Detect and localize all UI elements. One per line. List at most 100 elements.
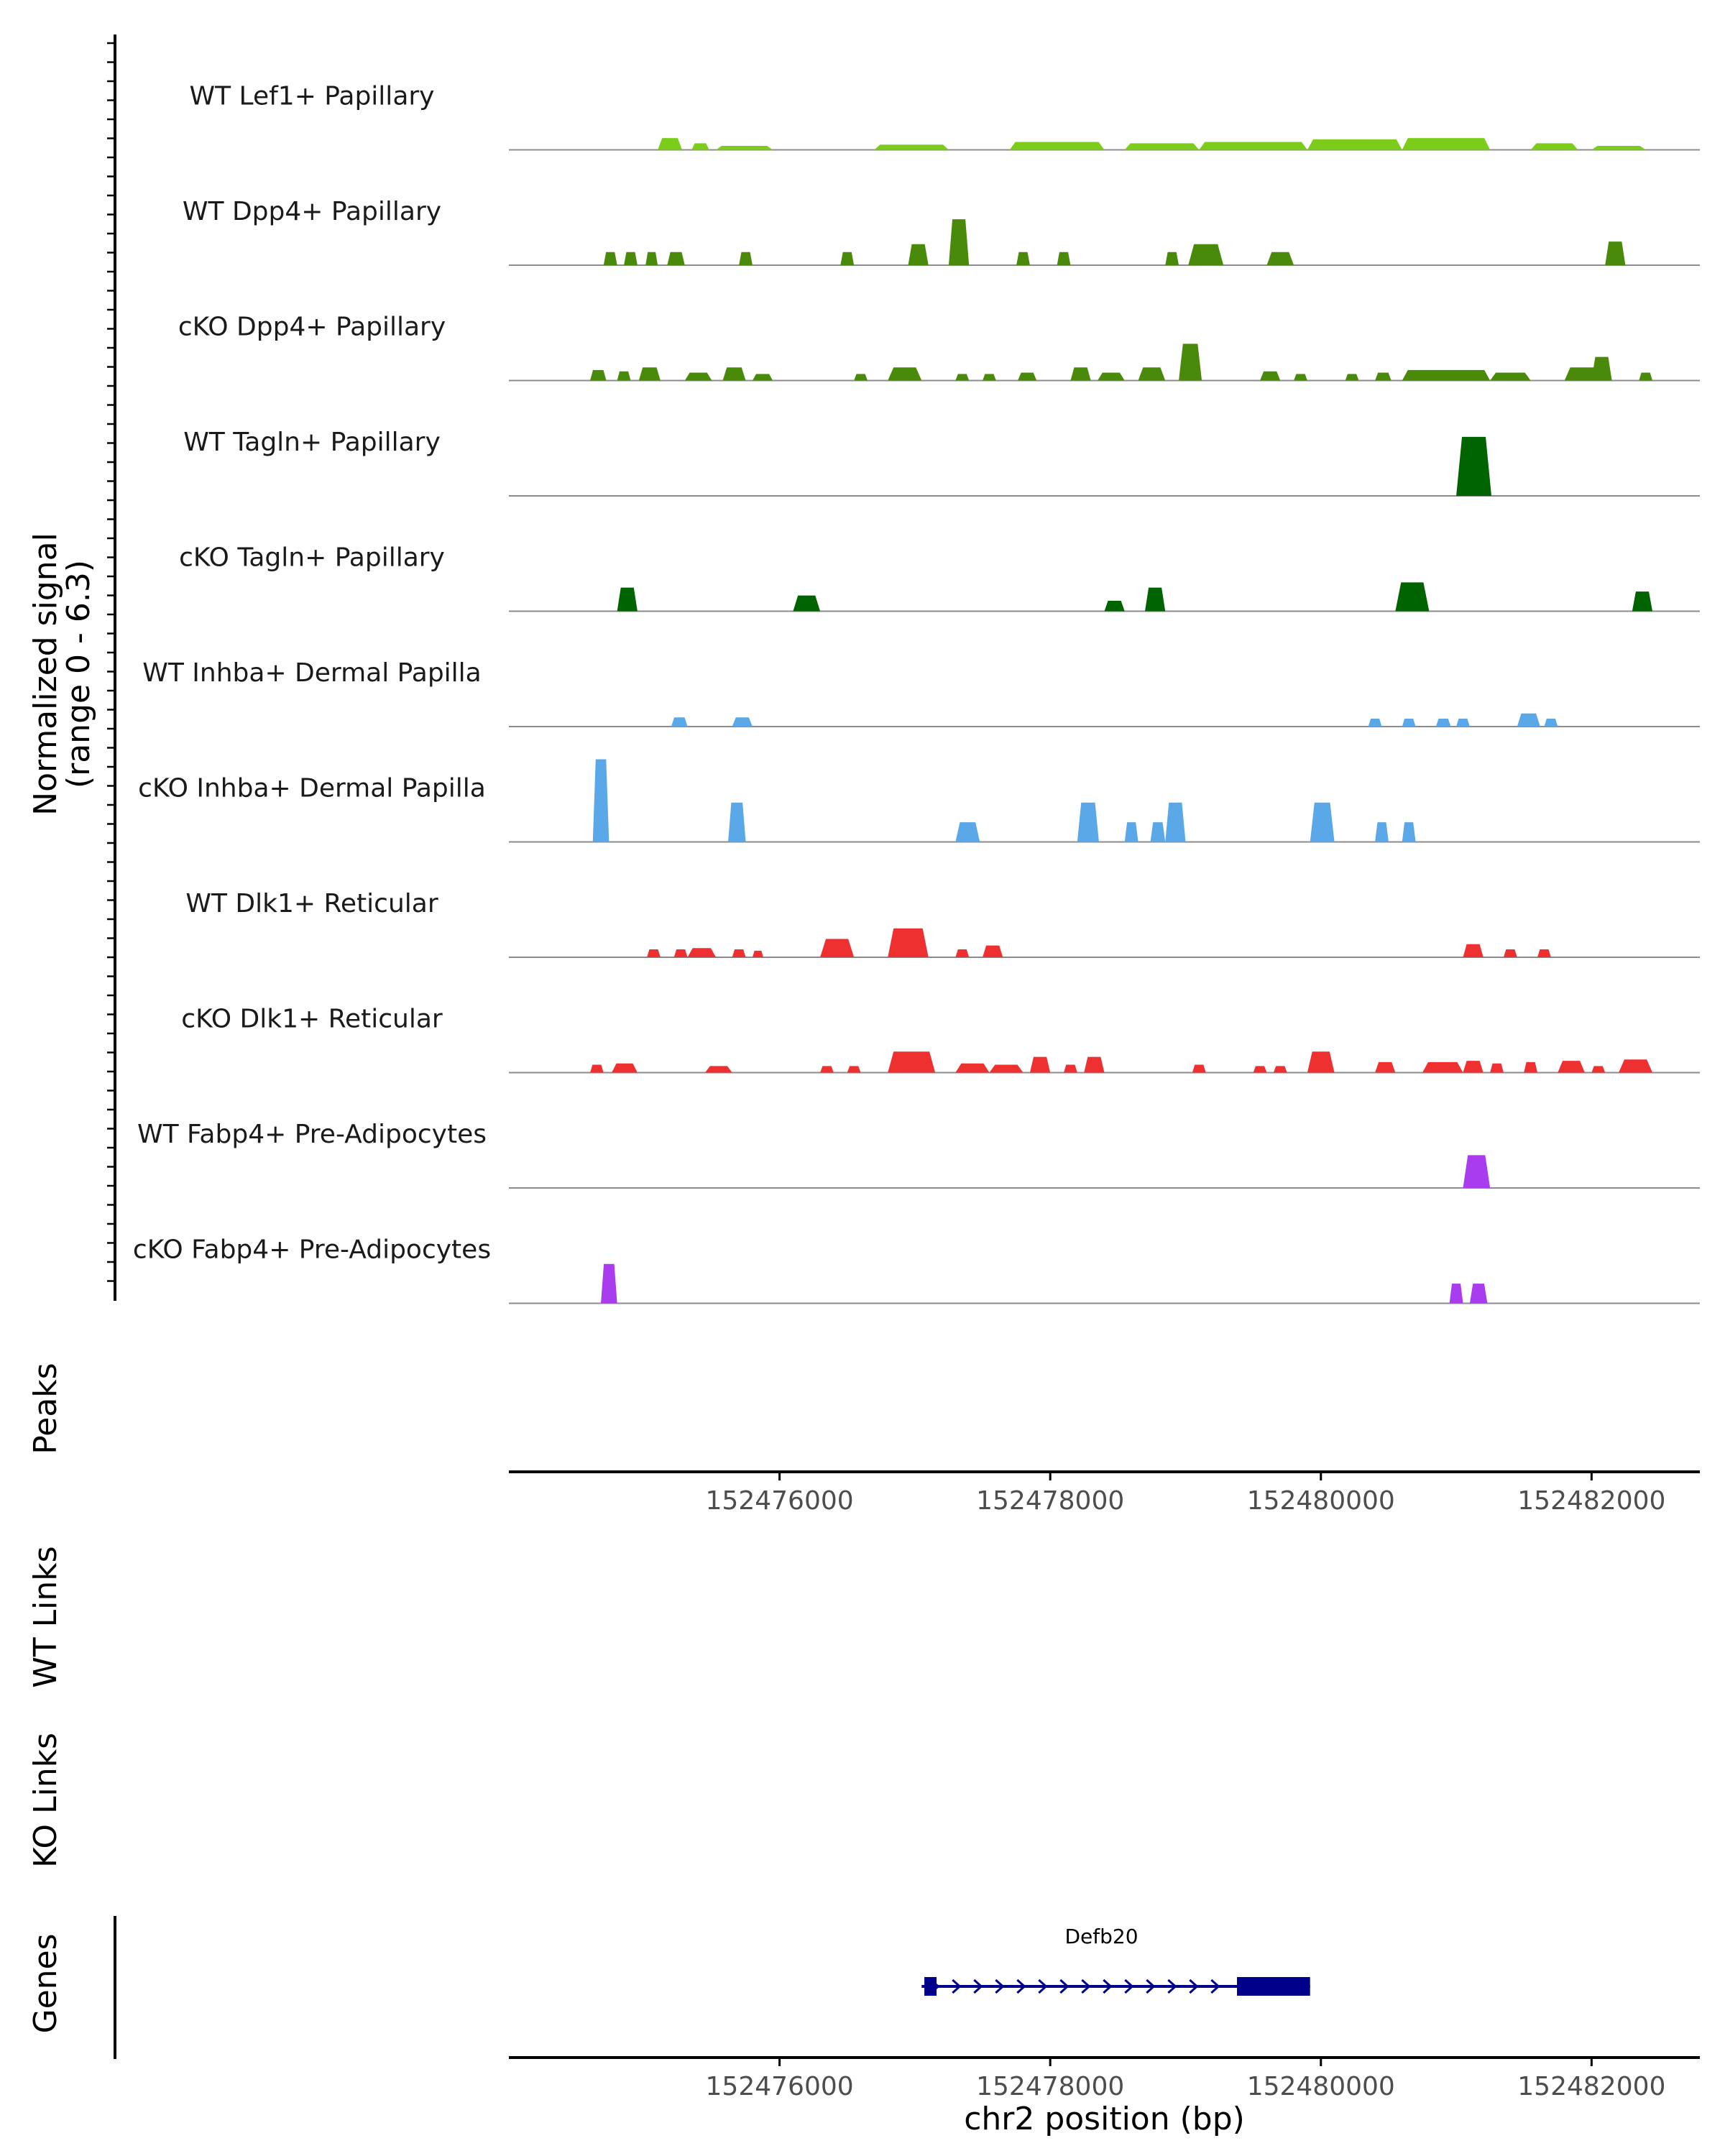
strand-arrow xyxy=(995,1978,1005,1994)
signal-peak xyxy=(1029,1056,1051,1073)
signal-peak xyxy=(1490,1063,1504,1073)
strand-arrow xyxy=(1059,1978,1070,1994)
track-5: cKO Tagln+ Papillary xyxy=(179,543,1700,612)
signal-peak xyxy=(671,717,688,727)
x-tick-label: 152476000 xyxy=(706,1486,854,1516)
strand-arrow xyxy=(1103,1978,1113,1994)
signal-peak xyxy=(687,948,717,957)
signal-peak xyxy=(1517,713,1540,727)
signal-peak xyxy=(983,945,1003,957)
signal-peak xyxy=(732,717,753,727)
signal-peak xyxy=(1619,1059,1653,1073)
track-9: cKO Dlk1+ Reticular xyxy=(181,1005,1700,1074)
signal-peak xyxy=(955,1063,990,1073)
signal-peak xyxy=(1375,1061,1396,1073)
signal-peak xyxy=(1463,1061,1484,1073)
track-label: cKO Fabp4+ Pre-Adipocytes xyxy=(133,1235,491,1265)
x-tick-label: 152476000 xyxy=(706,2072,854,2101)
signal-peak xyxy=(1463,944,1484,957)
signal-tracks: WT Lef1+ Papillary WT Dpp4+ Papillary cKO … xyxy=(133,82,1700,1304)
signal-peak xyxy=(638,367,661,381)
signal-peak xyxy=(739,252,753,265)
signal-peak xyxy=(1260,371,1281,381)
track-label: cKO Inhba+ Dermal Papilla xyxy=(138,774,486,803)
gene-name-label: Defb20 xyxy=(1064,1925,1138,1948)
signal-peak xyxy=(1294,374,1307,381)
signal-peak xyxy=(1537,949,1551,957)
signal-peak xyxy=(673,949,688,957)
signal-peak xyxy=(617,587,638,612)
track-7: cKO Inhba+ Dermal Papilla xyxy=(138,759,1700,843)
signal-peak xyxy=(1253,1066,1267,1073)
signal-peak xyxy=(1077,802,1099,842)
signal-peak xyxy=(1605,241,1626,265)
x-tick-label: 152482000 xyxy=(1517,1486,1665,1516)
signal-peak xyxy=(1375,372,1392,381)
signal-peak xyxy=(691,143,709,150)
signal-peak xyxy=(983,374,996,381)
signal-peak xyxy=(888,367,922,381)
signal-peak xyxy=(1402,719,1416,727)
signal-peak xyxy=(1422,1061,1463,1073)
signal-y-label-range: (range 0 - 6.3) xyxy=(60,560,97,788)
track-label: WT Tagln+ Papillary xyxy=(183,428,441,457)
signal-peak xyxy=(1104,600,1125,612)
signal-peak xyxy=(793,595,821,612)
strand-arrow xyxy=(1016,1978,1026,1994)
gene-exon xyxy=(924,1977,937,1996)
signal-peak xyxy=(592,759,610,842)
strand-arrow xyxy=(1124,1978,1134,1994)
signal-peak xyxy=(1017,372,1037,381)
signal-peak xyxy=(624,252,638,265)
signal-peak xyxy=(1530,143,1578,150)
signal-peak xyxy=(1057,252,1071,265)
gene-exon xyxy=(1237,1977,1310,1996)
x-tick-label: 152482000 xyxy=(1517,2072,1665,2101)
signal-peak xyxy=(589,1064,604,1073)
signal-peak xyxy=(705,1066,732,1073)
signal-peak xyxy=(1435,719,1451,727)
signal-peak xyxy=(1165,802,1186,842)
signal-peak xyxy=(647,949,661,957)
signal-peak xyxy=(603,252,617,265)
track-label: WT Fabp4+ Pre-Adipocytes xyxy=(137,1120,487,1149)
track-label: cKO Tagln+ Papillary xyxy=(179,543,445,573)
signal-peak xyxy=(1310,802,1335,842)
signal-peak xyxy=(658,138,683,150)
signal-peak xyxy=(1639,372,1653,381)
ko-links-panel-label: KO Links xyxy=(27,1733,64,1868)
track-label: cKO Dlk1+ Reticular xyxy=(181,1005,443,1034)
signal-peak xyxy=(684,372,712,381)
track-4: WT Tagln+ Papillary xyxy=(183,428,1700,497)
signal-peak xyxy=(888,1051,936,1073)
x-tick-label: 152480000 xyxy=(1247,2072,1395,2101)
signal-peak xyxy=(840,252,855,265)
track-label: WT Lef1+ Papillary xyxy=(190,82,435,111)
signal-peak xyxy=(1188,244,1224,265)
signal-peak xyxy=(1098,372,1125,381)
gene-track: Defb20 xyxy=(921,1925,1310,1996)
signal-peak xyxy=(1591,356,1612,381)
x-tick-label: 152478000 xyxy=(976,2072,1124,2101)
signal-peak xyxy=(908,244,929,265)
track-2: WT Dpp4+ Papillary xyxy=(183,197,1700,266)
signal-peak xyxy=(1375,822,1389,842)
track-10: WT Fabp4+ Pre-Adipocytes xyxy=(137,1120,1700,1189)
signal-peak xyxy=(1591,146,1646,150)
signal-peak xyxy=(1463,1155,1491,1188)
signal-peak xyxy=(1503,949,1517,957)
signal-peak xyxy=(820,939,855,957)
signal-peak xyxy=(847,1066,861,1073)
wt-links-panel-label: WT Links xyxy=(27,1546,64,1687)
signal-peak xyxy=(874,144,949,150)
signal-peak xyxy=(667,252,685,265)
x-axes: 152476000 152478000 152480000 1524820001524… xyxy=(509,1470,1700,2137)
signal-peak xyxy=(645,252,658,265)
signal-peak xyxy=(1179,344,1202,381)
signal-peak xyxy=(601,1263,617,1304)
signal-peak xyxy=(1064,1064,1077,1073)
signal-peak xyxy=(955,949,970,957)
genes-panel-label: Genes xyxy=(27,1933,64,2033)
peaks-x-axis: 152476000 152478000 152480000 152482000 xyxy=(509,1470,1700,1516)
